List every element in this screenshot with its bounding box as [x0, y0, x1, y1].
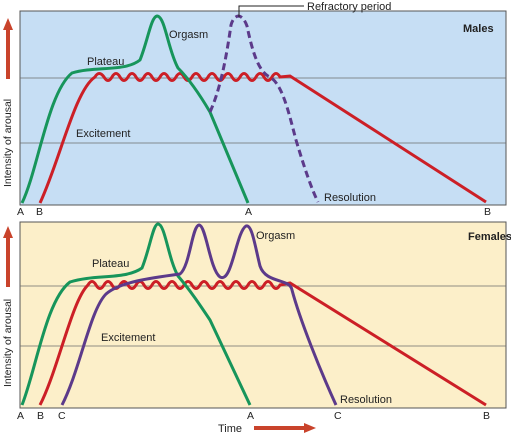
male-tick-a-end: A	[245, 206, 252, 218]
female-tick-a-start: A	[17, 410, 24, 422]
time-arrow-shaft	[254, 426, 306, 430]
refractory-period-label: Refractory period	[307, 1, 391, 13]
female-tick-c-end: C	[334, 410, 342, 422]
time-axis-label: Time	[218, 423, 242, 435]
male-label-resolution: Resolution	[324, 192, 376, 204]
female-y-axis: Intensity of arousal	[2, 226, 14, 387]
female-y-arrow-shaft	[6, 237, 10, 287]
female-curve-green	[20, 222, 252, 406]
male-title: Males	[463, 23, 494, 35]
male-y-arrow-head	[3, 18, 13, 30]
male-curve-refractory-dashed	[208, 14, 320, 203]
time-axis: Time	[218, 423, 316, 435]
female-label-orgasm: Orgasm	[256, 230, 295, 242]
female-label-plateau: Plateau	[92, 258, 129, 270]
male-label-excitement: Excitement	[76, 128, 130, 140]
female-title: Females	[468, 231, 511, 243]
female-tick-b-end: B	[483, 410, 490, 422]
male-panel: Refractory period Males Orgasm Plateau E…	[17, 1, 507, 218]
female-panel-bg	[19, 221, 507, 409]
female-panel: Females Orgasm Plateau Excitement Resolu…	[17, 221, 511, 422]
time-arrow-head	[304, 423, 316, 433]
female-curve-red	[38, 280, 487, 407]
female-tick-a-end: A	[247, 410, 254, 422]
male-label-plateau: Plateau	[87, 56, 124, 68]
male-tick-a-start: A	[17, 206, 24, 218]
male-y-axis-label: Intensity of arousal	[2, 99, 14, 187]
male-y-axis: Intensity of arousal	[2, 18, 14, 187]
male-y-arrow-shaft	[6, 29, 10, 79]
female-y-arrow-head	[3, 226, 13, 238]
male-curve-green	[20, 14, 250, 204]
male-tick-b-start: B	[36, 206, 43, 218]
male-panel-bg	[19, 10, 507, 206]
male-curve-red	[38, 72, 487, 204]
male-label-orgasm: Orgasm	[169, 29, 208, 41]
female-tick-c-start: C	[58, 410, 66, 422]
female-tick-b-start: B	[37, 410, 44, 422]
male-tick-b-end: B	[484, 206, 491, 218]
refractory-leader-line	[238, 5, 304, 17]
female-label-excitement: Excitement	[101, 332, 155, 344]
female-label-resolution: Resolution	[340, 394, 392, 406]
female-y-axis-label: Intensity of arousal	[2, 299, 14, 387]
female-curve-purple	[60, 223, 338, 406]
